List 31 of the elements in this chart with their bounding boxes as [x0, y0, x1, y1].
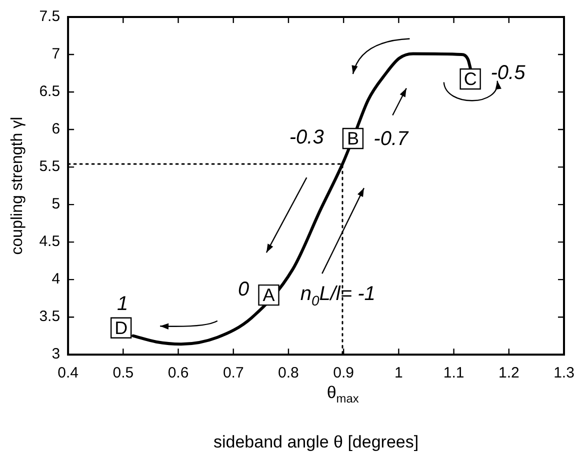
annotation: B	[346, 128, 359, 149]
y-tick-label: 5	[52, 196, 60, 213]
x-tick-label: 0.6	[168, 364, 189, 382]
y-tick-label: 3	[52, 346, 60, 363]
x-tick-label: 1	[394, 364, 403, 382]
annotation: -0.5	[490, 62, 526, 84]
x-tick-label: 0.9	[333, 364, 354, 382]
y-tick-label: 6	[52, 120, 60, 138]
annotation: -0.3	[289, 126, 324, 148]
x-tick-label: 0.8	[278, 364, 299, 382]
annotation: C	[464, 68, 477, 89]
y-tick-label: 4	[52, 270, 60, 288]
x-tick-label: 1.3	[554, 364, 574, 382]
annotation: D	[114, 318, 128, 338]
y-tick-label: 3.5	[39, 308, 60, 326]
y-tick-label: 5.5	[39, 158, 60, 176]
x-tick-label: 0.7	[222, 364, 244, 382]
x-axis-title: sideband angle θ [degrees]	[213, 432, 419, 452]
annotation: 1	[117, 292, 128, 315]
annotation: A	[262, 285, 275, 306]
y-tick-label: 6.5	[39, 83, 60, 100]
y-tick-label: 7.5	[39, 8, 60, 26]
x-tick-label: 0.4	[58, 364, 78, 382]
x-tick-label: 1.2	[498, 364, 520, 382]
y-tick-label: 7	[52, 46, 60, 63]
annotation: 0	[238, 278, 250, 301]
y-axis-title: coupling strength γl	[9, 116, 26, 255]
annotation: -0.7	[374, 128, 410, 150]
x-tick-label: 1.1	[443, 364, 464, 382]
y-tick-label: 4.5	[39, 233, 60, 250]
x-tick-label: 0.5	[112, 364, 134, 382]
